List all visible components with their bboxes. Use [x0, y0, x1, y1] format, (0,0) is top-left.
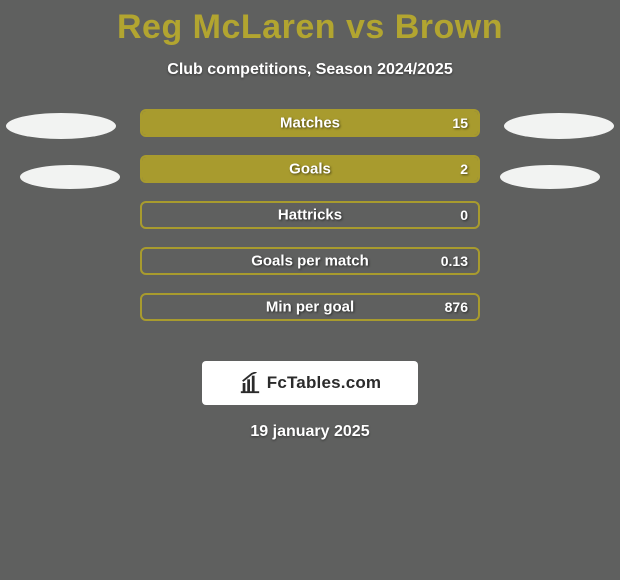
stat-bar-label: Matches — [280, 115, 340, 132]
placeholder-ellipse — [500, 165, 600, 189]
stat-bar-label: Goals per match — [251, 253, 369, 270]
stat-bar-label: Min per goal — [266, 299, 354, 316]
bars-container: Matches 15 Goals 2 Hattricks 0 Goals per… — [140, 109, 480, 339]
stat-bar-label: Hattricks — [278, 207, 342, 224]
page-title: Reg McLaren vs Brown — [0, 0, 620, 47]
stat-bar-value: 2 — [460, 161, 468, 177]
stat-bar-value: 0 — [460, 207, 468, 223]
stat-bar-label: Goals — [289, 161, 331, 178]
placeholder-ellipse — [504, 113, 614, 139]
brand-text: FcTables.com — [267, 373, 382, 393]
stat-bar: Matches 15 — [140, 109, 480, 137]
stat-bar: Goals per match 0.13 — [140, 247, 480, 275]
subtitle: Club competitions, Season 2024/2025 — [0, 61, 620, 79]
stat-bar-value: 0.13 — [441, 253, 468, 269]
comparison-card: Reg McLaren vs Brown Club competitions, … — [0, 0, 620, 580]
stat-bar: Goals 2 — [140, 155, 480, 183]
date-text: 19 january 2025 — [0, 423, 620, 441]
placeholder-ellipse — [6, 113, 116, 139]
stat-bar: Min per goal 876 — [140, 293, 480, 321]
brand-badge: FcTables.com — [202, 361, 418, 405]
stats-area: Matches 15 Goals 2 Hattricks 0 Goals per… — [0, 109, 620, 349]
stat-bar: Hattricks 0 — [140, 201, 480, 229]
bar-chart-icon — [239, 372, 261, 394]
placeholder-ellipse — [20, 165, 120, 189]
stat-bar-value: 15 — [452, 115, 468, 131]
stat-bar-value: 876 — [445, 299, 468, 315]
